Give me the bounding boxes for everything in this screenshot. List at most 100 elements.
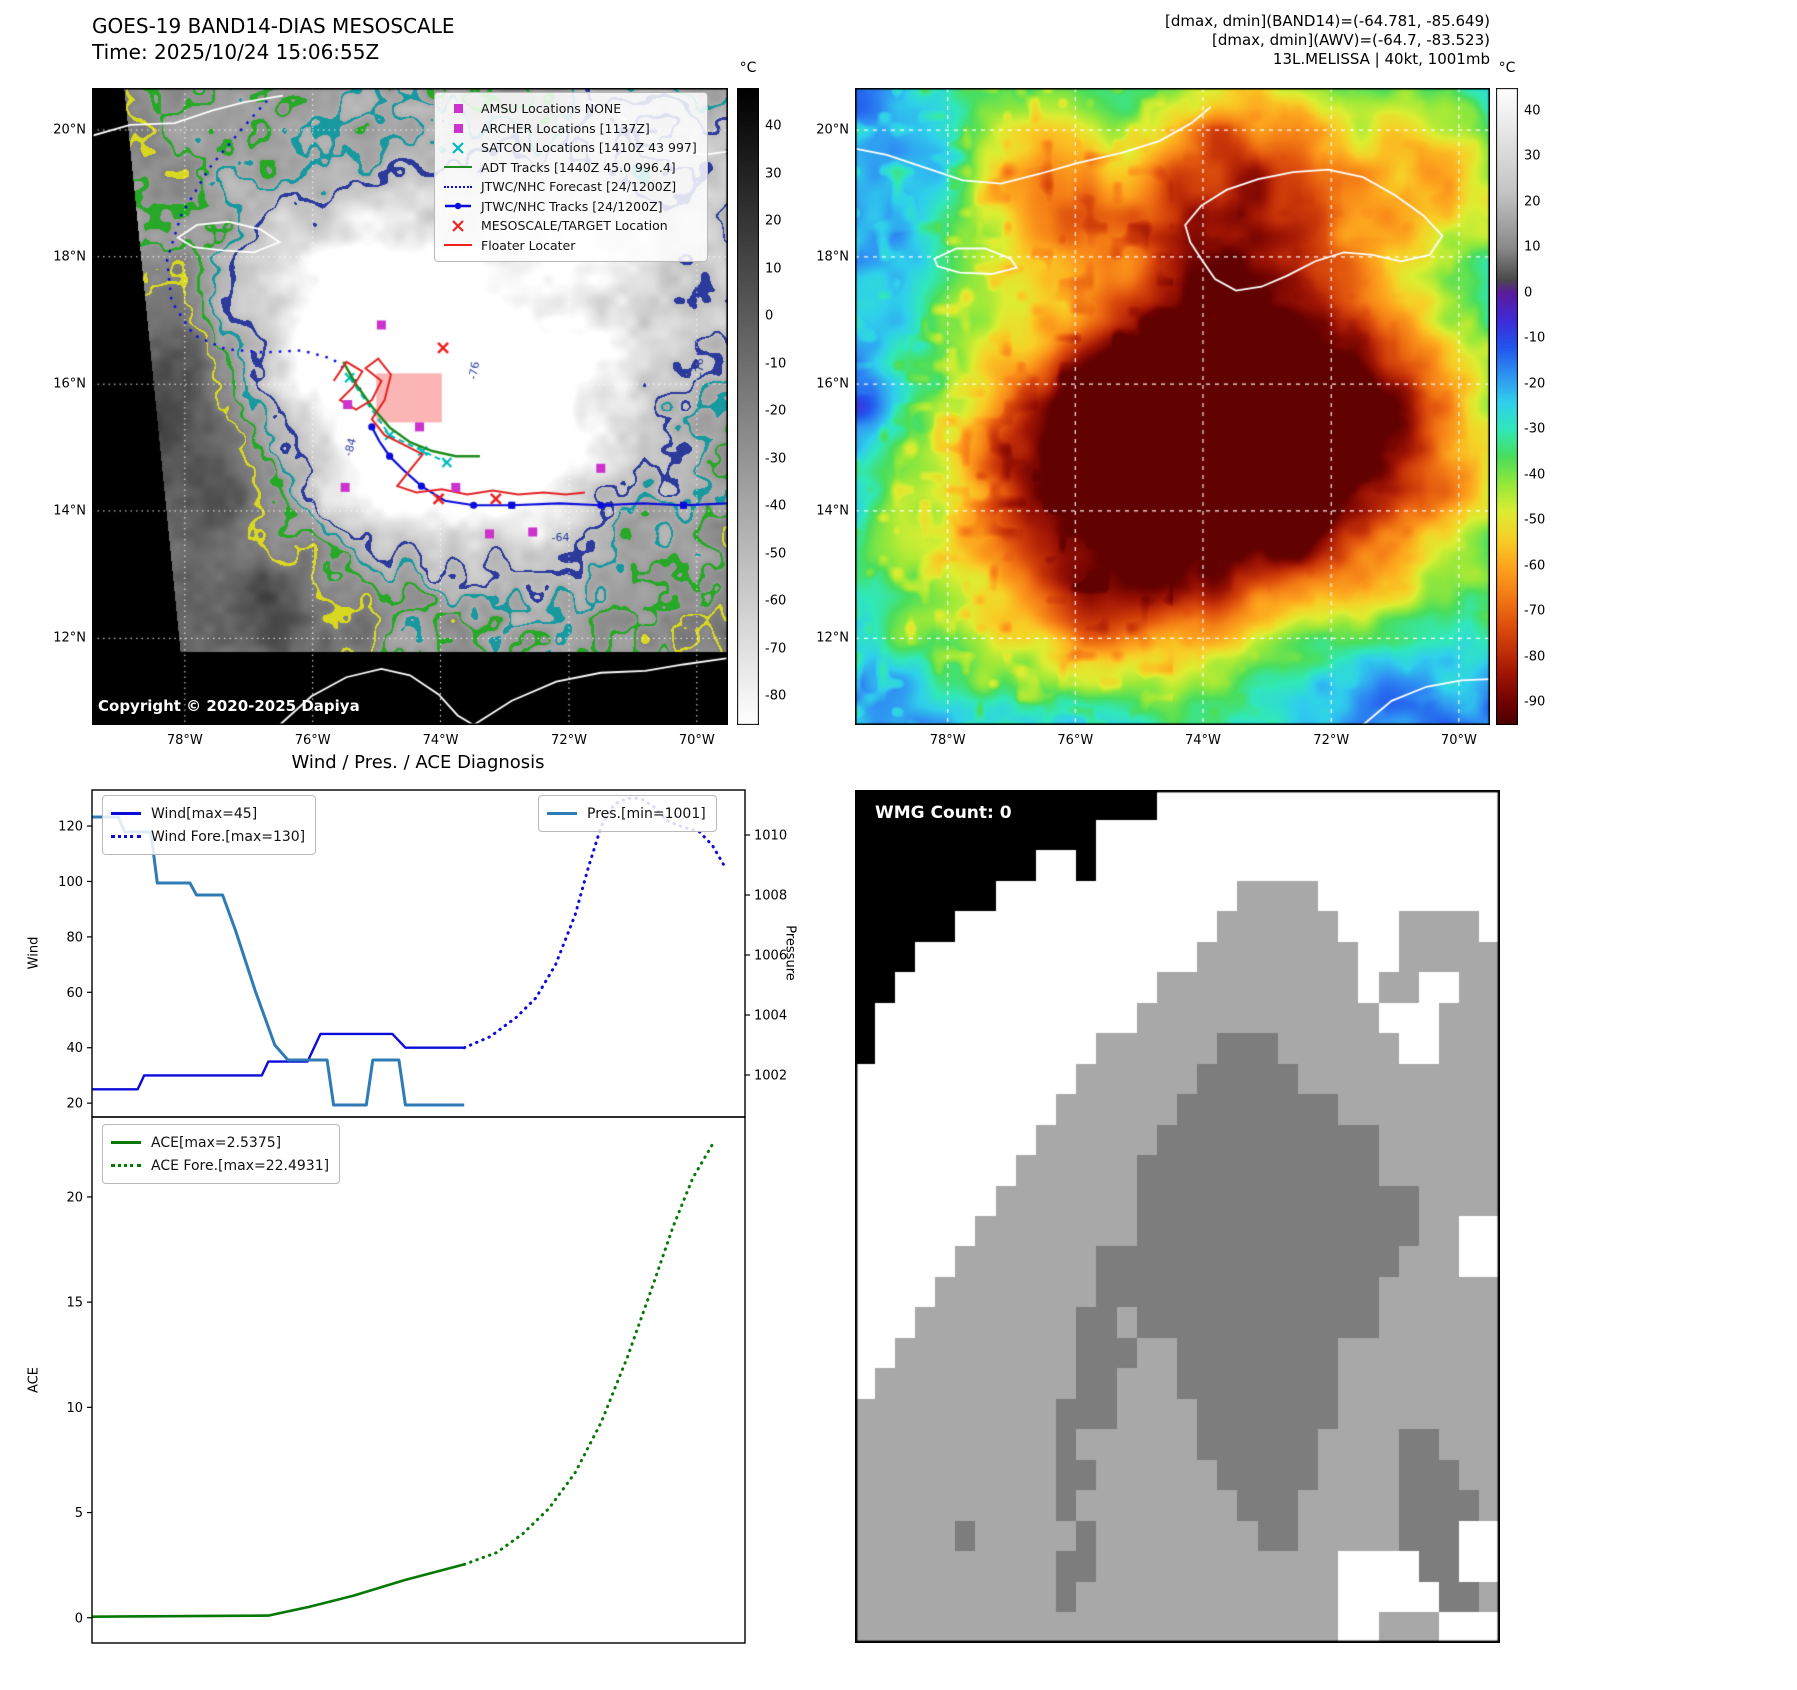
colorbar-tick-label: 10 — [765, 261, 782, 277]
colorbar-tick-label: -60 — [765, 593, 787, 609]
goes-legend-item: ADT Tracks [1440Z 45.0 996.4] — [441, 158, 697, 178]
svg-text:1008: 1008 — [754, 889, 787, 904]
colorbar-tick-label: -10 — [765, 356, 787, 372]
chart-legend-label: Wind[max=45] — [151, 805, 258, 822]
ir-colorbar — [1496, 88, 1518, 725]
lon-tick-label: 74°W — [1185, 733, 1221, 748]
colorbar-tick-label: -80 — [1524, 649, 1546, 665]
solid-line-marker-icon — [109, 1141, 143, 1144]
chart-legend-item: Wind[max=45] — [109, 802, 305, 825]
goes-colorbar-unit: °C — [739, 60, 757, 76]
goes-legend-item: ARCHER Locations [1137Z] — [441, 119, 697, 139]
svg-text:0: 0 — [75, 1611, 83, 1626]
dotted-line-marker-icon — [109, 835, 143, 838]
lat-tick-label: 18°N — [816, 249, 849, 265]
lat-tick-label: 18°N — [53, 249, 86, 265]
goes-legend-label: JTWC/NHC Tracks [24/1200Z] — [481, 198, 663, 214]
svg-text:5: 5 — [75, 1506, 83, 1521]
svg-text:1004: 1004 — [754, 1009, 787, 1024]
lat-tick-label: 12°N — [53, 630, 86, 646]
ace-legend: ACE[max=2.5375] ACE Fore.[max=22.4931] — [102, 1124, 341, 1184]
colorbar-tick-label: -30 — [765, 451, 787, 467]
svg-text:80: 80 — [66, 930, 83, 945]
goes-map-legend: AMSU Locations NONE ARCHER Locations [113… — [434, 92, 708, 262]
svg-text:20: 20 — [66, 1097, 83, 1112]
goes-legend-item: MESOSCALE/TARGET Location — [441, 216, 697, 236]
lat-tick-label: 16°N — [816, 376, 849, 392]
colorbar-tick-label: -40 — [1524, 467, 1546, 483]
colorbar-tick-label: -50 — [1524, 512, 1546, 528]
dotted-marker-icon — [441, 185, 475, 188]
wind-legend: Wind[max=45] Wind Fore.[max=130] — [102, 795, 317, 855]
wmg-count-map — [855, 790, 1500, 1643]
svg-text:10: 10 — [66, 1401, 83, 1416]
pressure-legend: Pres.[min=1001] — [538, 795, 717, 832]
chart-legend-label: ACE Fore.[max=22.4931] — [151, 1157, 330, 1174]
lon-tick-label: 70°W — [678, 733, 715, 748]
lon-tick-label: 76°W — [1057, 733, 1094, 748]
wind-axis-label: Wind — [26, 936, 42, 970]
colorbar-tick-label: -80 — [765, 688, 787, 704]
lat-tick-label: 14°N — [53, 503, 86, 519]
colorbar-tick-label: 20 — [765, 213, 782, 229]
line-dot-marker-icon — [441, 200, 475, 212]
chart-legend-item: Pres.[min=1001] — [545, 802, 706, 825]
square-marker-icon — [441, 104, 475, 114]
lon-tick-label: 76°W — [294, 733, 331, 748]
ir-header-line-2: [dmax, dmin](AWV)=(-64.7, -83.523) — [1211, 31, 1490, 49]
chart-legend-item: ACE[max=2.5375] — [109, 1131, 329, 1154]
svg-text:100: 100 — [58, 875, 83, 890]
chart-legend-item: ACE Fore.[max=22.4931] — [109, 1154, 329, 1177]
colorbar-tick-label: 40 — [765, 118, 782, 134]
lat-tick-label: 16°N — [53, 376, 86, 392]
ir-satellite-map — [855, 88, 1490, 725]
lat-tick-label: 14°N — [816, 503, 849, 519]
colorbar-tick-label: 10 — [1524, 239, 1541, 255]
copyright-text: Copyright © 2020-2025 Dapiya — [98, 697, 360, 715]
goes-panel-time: Time: 2025/10/24 15:06:55Z — [92, 40, 380, 64]
ace-axis-label: ACE — [26, 1367, 42, 1393]
goes-legend-item: SATCON Locations [1410Z 43 997] — [441, 138, 697, 158]
colorbar-tick-label: -10 — [1524, 330, 1546, 346]
svg-text:60: 60 — [66, 986, 83, 1001]
goes-legend-label: ARCHER Locations [1137Z] — [481, 120, 650, 136]
solid-line-marker-icon — [545, 812, 579, 815]
goes-legend-item: JTWC/NHC Tracks [24/1200Z] — [441, 197, 697, 217]
colorbar-tick-label: -70 — [765, 641, 787, 657]
colorbar-tick-label: -70 — [1524, 603, 1546, 619]
lon-tick-label: 72°W — [551, 733, 587, 748]
solid-line-marker-icon — [109, 812, 143, 815]
diagnosis-title: Wind / Pres. / ACE Diagnosis — [291, 752, 545, 773]
svg-text:40: 40 — [66, 1041, 83, 1056]
goes-legend-label: SATCON Locations [1410Z 43 997] — [481, 140, 697, 156]
line-marker-icon — [441, 244, 475, 247]
square-marker-icon — [441, 123, 475, 133]
goes-legend-label: Floater Locater — [481, 237, 576, 253]
svg-text:15: 15 — [66, 1296, 83, 1311]
dotted-line-marker-icon — [109, 1164, 143, 1167]
ir-header-line-3: 13L.MELISSA | 40kt, 1001mb — [1272, 50, 1490, 68]
lon-tick-label: 72°W — [1313, 733, 1350, 748]
svg-text:1006: 1006 — [754, 949, 787, 964]
lon-tick-label: 74°W — [422, 733, 459, 748]
colorbar-tick-label: 0 — [1524, 285, 1533, 301]
lat-tick-label: 20°N — [816, 122, 849, 138]
svg-text:20: 20 — [66, 1190, 83, 1205]
goes-colorbar — [737, 88, 759, 725]
ir-header-line-1: [dmax, dmin](BAND14)=(-64.781, -85.649) — [1165, 12, 1490, 30]
chart-legend-label: Pres.[min=1001] — [587, 805, 706, 822]
lat-tick-label: 20°N — [53, 122, 86, 138]
goes-panel-title: GOES-19 BAND14-DIAS MESOSCALE — [92, 14, 455, 38]
svg-text:1002: 1002 — [754, 1069, 787, 1084]
svg-text:1010: 1010 — [754, 829, 787, 844]
goes-legend-item: JTWC/NHC Forecast [24/1200Z] — [441, 177, 697, 197]
colorbar-tick-label: -50 — [765, 546, 787, 562]
colorbar-tick-label: 30 — [765, 166, 782, 182]
diagnosis-charts: 20 40 60 80 100 120 1002 1004 1006 1008 1010 0 5 10 15… — [58, 789, 787, 1644]
chart-legend-item: Wind Fore.[max=130] — [109, 825, 305, 848]
colorbar-tick-label: -20 — [765, 403, 787, 419]
colorbar-tick-label: 0 — [765, 308, 774, 324]
goes-legend-label: JTWC/NHC Forecast [24/1200Z] — [481, 179, 677, 195]
line-marker-icon — [441, 166, 475, 169]
colorbar-tick-label: 20 — [1524, 194, 1541, 210]
